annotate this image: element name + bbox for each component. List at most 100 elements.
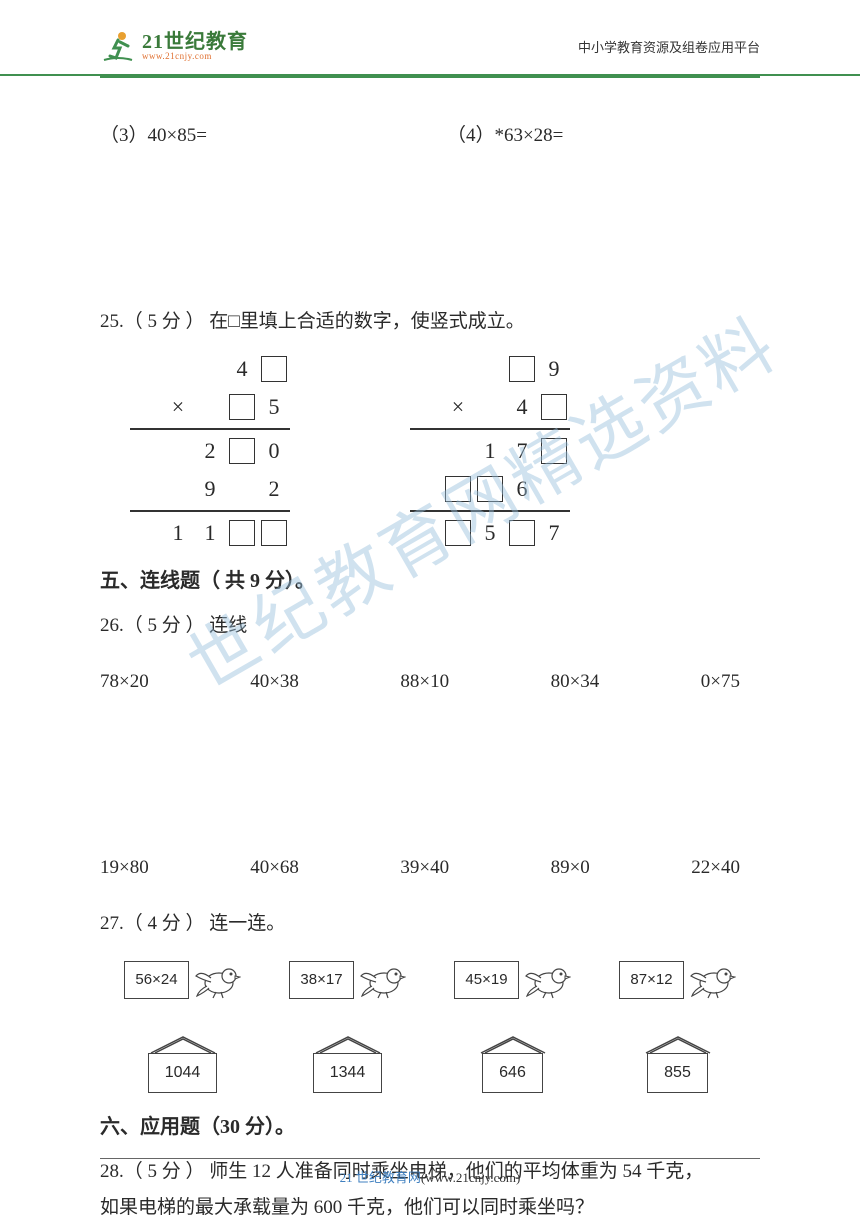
logo-main-text: 21世纪教育 bbox=[142, 32, 248, 52]
vprob-row: 17 bbox=[410, 432, 570, 470]
fill-box bbox=[229, 394, 255, 420]
q26-item: 19×80 bbox=[100, 850, 149, 886]
vprob-cell: 5 bbox=[474, 512, 506, 554]
house-item: 1344 bbox=[312, 1033, 384, 1093]
q26-item: 89×0 bbox=[551, 850, 590, 886]
logo: 21世纪教育 www.21cnjy.com bbox=[100, 28, 248, 64]
q26-item: 80×34 bbox=[551, 664, 600, 700]
bird-item: 38×17 bbox=[289, 958, 405, 1003]
vprob-row: 6 bbox=[410, 470, 570, 508]
vprob-cell: 4 bbox=[506, 386, 538, 428]
vprob-cell: × bbox=[442, 386, 474, 428]
roof-icon bbox=[312, 1033, 384, 1055]
question-26-text: 26.（ 5 分 ） 连线 bbox=[100, 608, 760, 644]
bird-item: 87×12 bbox=[619, 958, 735, 1003]
question-24: （3）40×85= （4）*63×28= bbox=[100, 118, 760, 154]
q26-item: 39×40 bbox=[400, 850, 449, 886]
bird-icon bbox=[356, 958, 406, 1003]
vprob-cell: 2 bbox=[258, 468, 290, 510]
envelope-label: 45×19 bbox=[454, 961, 518, 1000]
vprob-row: 92 bbox=[130, 470, 290, 508]
vprob-row: 9 bbox=[410, 350, 570, 388]
bird-icon bbox=[191, 958, 241, 1003]
q27-houses-row: 1044 1344 646 855 bbox=[100, 1033, 760, 1093]
roof-icon bbox=[147, 1033, 219, 1055]
page-content: 世纪教育网精选资料 （3）40×85= （4）*63×28= 25.（ 5 分 … bbox=[0, 78, 860, 1226]
vprob-row: 11 bbox=[130, 514, 290, 552]
vertical-problems: 4×5209211 9×417657 bbox=[130, 350, 760, 552]
vprob-cell bbox=[258, 356, 290, 382]
envelope-label: 56×24 bbox=[124, 961, 188, 1000]
vprob-cell bbox=[226, 520, 258, 546]
q26-item: 0×75 bbox=[701, 664, 740, 700]
header-subtitle: 中小学教育资源及组卷应用平台 bbox=[578, 37, 760, 56]
fill-box bbox=[261, 356, 287, 382]
roof-icon bbox=[642, 1033, 714, 1055]
vprob-cell: 7 bbox=[538, 512, 570, 554]
vprob-cell bbox=[226, 394, 258, 420]
vprob-cell: 1 bbox=[194, 512, 226, 554]
vprob-cell bbox=[442, 476, 474, 502]
q26-item: 78×20 bbox=[100, 664, 149, 700]
q27-birds-row: 56×24 38×17 45×19 87×12 bbox=[100, 958, 760, 1003]
vprob-cell: 1 bbox=[162, 512, 194, 554]
bird-item: 45×19 bbox=[454, 958, 570, 1003]
q26-item: 40×38 bbox=[250, 664, 299, 700]
roof-icon bbox=[477, 1033, 549, 1055]
q26-row2: 19×8040×6839×4089×022×40 bbox=[100, 850, 760, 886]
fill-box bbox=[477, 476, 503, 502]
fill-box bbox=[445, 476, 471, 502]
q24-item4: （4）*63×28= bbox=[447, 118, 563, 154]
vprob-cell bbox=[538, 394, 570, 420]
page-footer: 21 世纪教育网(www.21cnjy.com) bbox=[100, 1158, 760, 1186]
bird-icon bbox=[686, 958, 736, 1003]
vertical-problem-right: 9×417657 bbox=[410, 350, 570, 552]
q26-gap bbox=[100, 720, 760, 830]
vprob-row: ×5 bbox=[130, 388, 290, 426]
q26-row1: 78×2040×3888×1080×340×75 bbox=[100, 664, 760, 700]
vprob-cell: 7 bbox=[506, 430, 538, 472]
section-5-title: 五、连线题（ 共 9 分）。 bbox=[100, 562, 760, 600]
house-label: 646 bbox=[482, 1053, 543, 1093]
house-item: 855 bbox=[642, 1033, 714, 1093]
vprob-cell: 2 bbox=[194, 430, 226, 472]
logo-text: 21世纪教育 www.21cnjy.com bbox=[142, 32, 248, 61]
fill-box bbox=[229, 438, 255, 464]
q26-item: 40×68 bbox=[250, 850, 299, 886]
vprob-cell bbox=[506, 356, 538, 382]
vprob-cell bbox=[258, 520, 290, 546]
question-25-text: 25.（ 5 分 ） 在□里填上合适的数字，使竖式成立。 bbox=[100, 304, 760, 340]
vprob-cell: 5 bbox=[258, 386, 290, 428]
house-item: 646 bbox=[477, 1033, 549, 1093]
question-27-text: 27.（ 4 分 ） 连一连。 bbox=[100, 906, 760, 942]
vprob-cell bbox=[538, 438, 570, 464]
vprob-row: 4 bbox=[130, 350, 290, 388]
house-label: 1044 bbox=[148, 1053, 218, 1093]
fill-box bbox=[509, 356, 535, 382]
fill-box bbox=[541, 394, 567, 420]
question-28-line2: 如果电梯的最大承载量为 600 千克，他们可以同时乘坐吗？ bbox=[100, 1190, 760, 1226]
fill-box bbox=[509, 520, 535, 546]
vprob-cell bbox=[474, 476, 506, 502]
vprob-row: 20 bbox=[130, 432, 290, 470]
logo-url: www.21cnjy.com bbox=[142, 52, 248, 61]
fill-box bbox=[229, 520, 255, 546]
vprob-cell bbox=[442, 520, 474, 546]
vprob-cell: × bbox=[162, 386, 194, 428]
vprob-cell: 0 bbox=[258, 430, 290, 472]
bird-icon bbox=[521, 958, 571, 1003]
envelope-label: 87×12 bbox=[619, 961, 683, 1000]
vprob-cell: 1 bbox=[474, 430, 506, 472]
fill-box bbox=[261, 520, 287, 546]
vprob-row: 57 bbox=[410, 514, 570, 552]
footer-site-name: 21 世纪教育网 bbox=[340, 1170, 421, 1185]
house-label: 1344 bbox=[313, 1053, 383, 1093]
vprob-cell bbox=[226, 438, 258, 464]
vprob-cell: 6 bbox=[506, 468, 538, 510]
vprob-cell: 9 bbox=[538, 348, 570, 390]
vprob-cell: 9 bbox=[194, 468, 226, 510]
bird-item: 56×24 bbox=[124, 958, 240, 1003]
vprob-row: ×4 bbox=[410, 388, 570, 426]
section-6-title: 六、应用题（30 分）。 bbox=[100, 1108, 760, 1146]
q24-item3: （3）40×85= bbox=[100, 118, 207, 154]
